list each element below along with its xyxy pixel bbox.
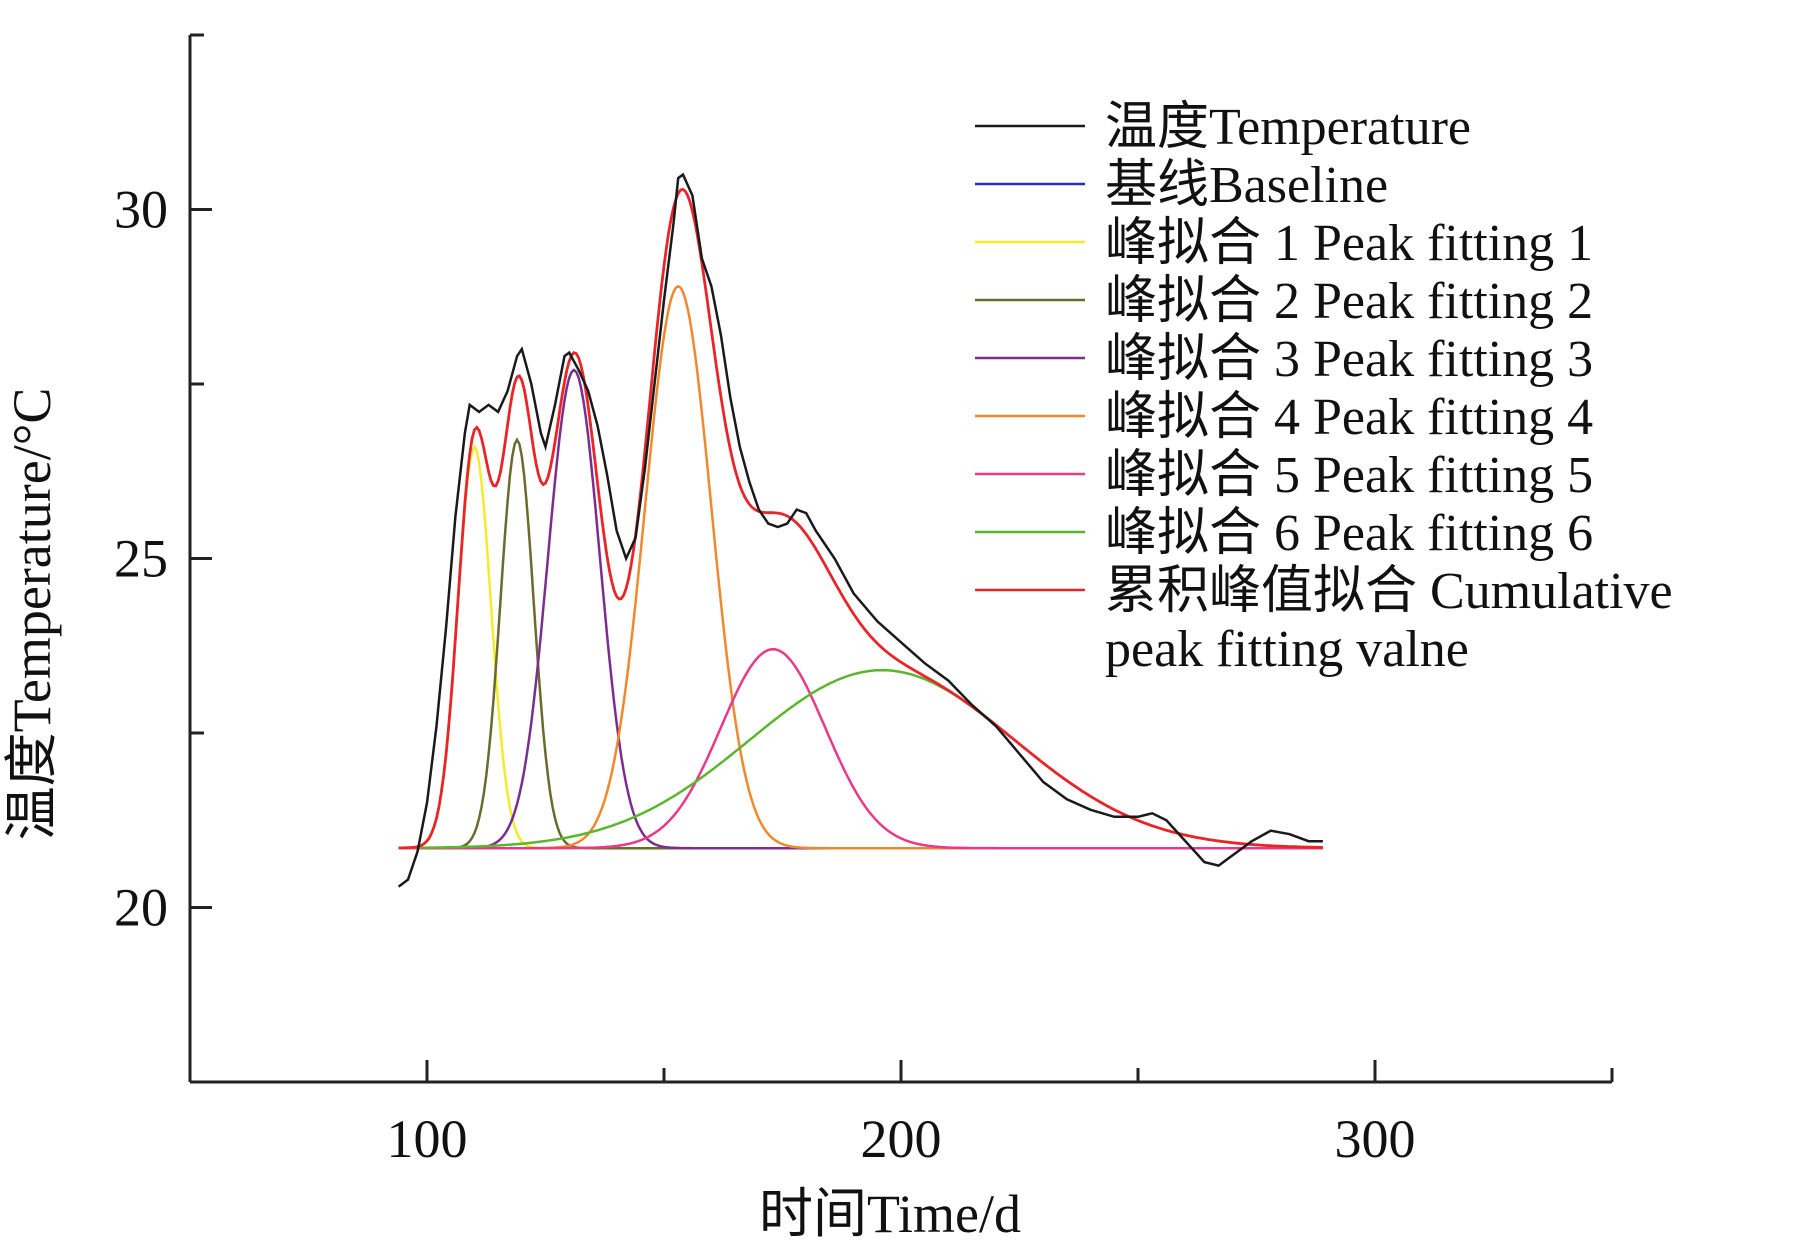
legend-label: 峰拟合 6 Peak fitting 6 (1105, 505, 1593, 562)
x-tick-label: 200 (861, 1109, 942, 1169)
legend-item: 峰拟合 1 Peak fitting 1 (975, 215, 1593, 272)
legend-item: 峰拟合 2 Peak fitting 2 (975, 273, 1593, 330)
legend-item: 峰拟合 6 Peak fitting 6 (975, 505, 1593, 562)
plot-area (397, 172, 1323, 888)
y-axis-title: 温度Temperature/°C (2, 388, 62, 841)
legend-label: 峰拟合 3 Peak fitting 3 (1105, 331, 1593, 388)
series-line-6-peak-fitting-6 (398, 668, 1323, 850)
legend-label: 峰拟合 1 Peak fitting 1 (1105, 215, 1593, 272)
legend-label: 基线Baseline (1105, 157, 1388, 214)
x-tick-label: 300 (1335, 1109, 1416, 1169)
y-tick-label: 30 (114, 180, 168, 240)
y-tick-label: 20 (114, 878, 168, 938)
x-axis-title: 时间Time/d (759, 1184, 1021, 1244)
legend-label: 峰拟合 2 Peak fitting 2 (1105, 273, 1593, 330)
x-tick-label: 100 (387, 1109, 468, 1169)
legend-label: 峰拟合 5 Peak fitting 5 (1105, 447, 1593, 504)
legend-item: 峰拟合 4 Peak fitting 4 (975, 389, 1593, 446)
legend-label: 累积峰值拟合 Cumulative (1105, 563, 1673, 620)
legend-label: 温度Temperature (1105, 99, 1471, 156)
legend-item: 峰拟合 5 Peak fitting 5 (975, 447, 1593, 504)
y-tick-label: 25 (114, 529, 168, 589)
legend-label: 峰拟合 4 Peak fitting 4 (1105, 389, 1593, 446)
series-line-temperature (397, 172, 1323, 888)
axes: 20 25 30 100 200 300 (114, 33, 1614, 1169)
legend-item: 峰拟合 3 Peak fitting 3 (975, 331, 1593, 388)
series-line-cumulative (398, 187, 1323, 850)
legend-label-line2: peak fitting valne (1105, 621, 1469, 678)
legend-item: 温度Temperature (975, 99, 1471, 156)
legend-item: 基线Baseline (975, 157, 1388, 214)
series-line-5-peak-fitting-5 (398, 647, 1323, 850)
